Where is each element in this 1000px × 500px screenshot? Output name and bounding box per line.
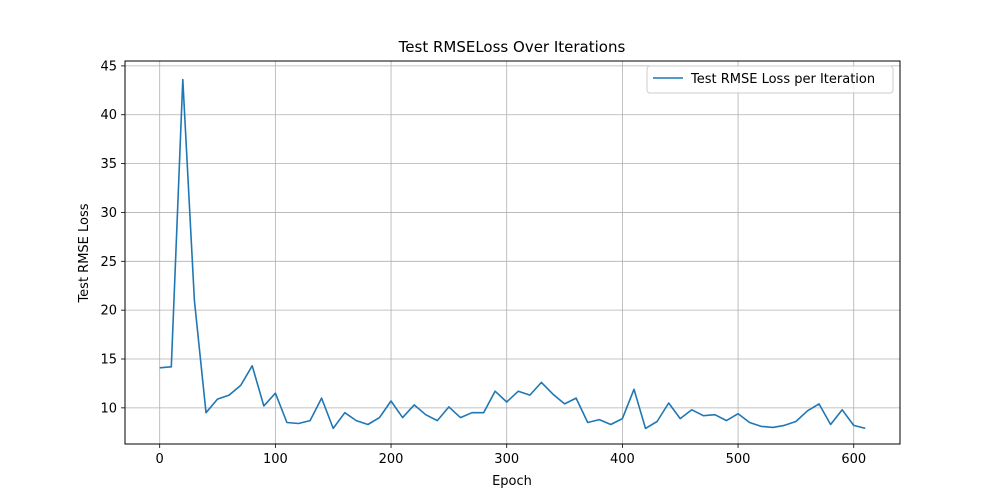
data-point: [633, 388, 635, 390]
data-point: [286, 422, 288, 424]
data-point: [703, 415, 705, 417]
data-point: [217, 398, 219, 400]
data-point: [506, 401, 508, 403]
x-axis-label: Epoch: [492, 474, 532, 489]
y-tick-label: 45: [100, 59, 117, 74]
data-point: [760, 426, 762, 428]
y-tick-label: 30: [100, 206, 117, 221]
data-point: [864, 428, 866, 430]
y-tick-label: 15: [100, 352, 117, 367]
chart-title: Test RMSELoss Over Iterations: [398, 38, 626, 56]
data-point: [807, 410, 809, 412]
data-point: [413, 404, 415, 406]
data-point: [448, 406, 450, 408]
x-tick-label: 200: [379, 452, 404, 467]
data-point: [460, 417, 462, 419]
data-point: [818, 403, 820, 405]
data-point: [552, 393, 554, 395]
data-point: [332, 428, 334, 430]
series-line-0: [159, 78, 866, 430]
x-tick-label: 400: [610, 452, 635, 467]
data-point: [436, 420, 438, 422]
x-tick-label: 500: [726, 452, 751, 467]
x-tick-label: 0: [156, 452, 164, 467]
data-point: [841, 409, 843, 411]
data-point: [390, 400, 392, 402]
y-axis-ticks: 10 15 20 25 30 35 40 45: [100, 59, 125, 416]
data-point: [483, 412, 485, 414]
y-tick-label: 20: [100, 304, 117, 319]
legend-label: Test RMSE Loss per Iteration: [690, 72, 875, 87]
data-point: [587, 422, 589, 424]
y-axis-label: Test RMSE Loss: [77, 203, 92, 303]
data-point: [622, 418, 624, 420]
data-point: [853, 425, 855, 427]
data-point: [321, 397, 323, 399]
data-point: [575, 397, 577, 399]
data-point: [367, 424, 369, 426]
data-point: [379, 417, 381, 419]
legend: Test RMSE Loss per Iteration: [646, 65, 894, 94]
data-point: [194, 300, 196, 302]
data-point: [564, 403, 566, 405]
data-point: [240, 385, 242, 387]
x-tick-label: 600: [841, 452, 866, 467]
data-point: [679, 418, 681, 420]
data-point: [795, 421, 797, 423]
data-point: [541, 382, 543, 384]
legend-box: [646, 65, 894, 94]
data-point: [263, 405, 265, 407]
data-point: [610, 424, 612, 426]
y-tick-label: 35: [100, 157, 117, 172]
data-point: [691, 409, 693, 411]
plot-frame: [124, 60, 901, 445]
data-point: [309, 420, 311, 422]
data-point: [159, 367, 161, 369]
data-point: [402, 417, 404, 419]
x-axis-ticks: 0 100 200 300 400 500 600: [156, 444, 866, 467]
data-point: [645, 428, 647, 430]
series-layer: [159, 78, 866, 430]
data-point: [228, 394, 230, 396]
data-point: [772, 427, 774, 429]
x-tick-label: 100: [263, 452, 288, 467]
y-tick-label: 10: [100, 401, 117, 416]
data-point: [182, 79, 184, 81]
data-point: [714, 414, 716, 416]
data-point: [471, 412, 473, 414]
data-point: [205, 412, 207, 414]
data-point: [170, 366, 172, 368]
data-point: [494, 390, 496, 392]
data-point: [529, 394, 531, 396]
y-tick-label: 40: [100, 108, 117, 123]
data-point: [830, 424, 832, 426]
data-point: [517, 390, 519, 392]
grid-lines: [125, 61, 900, 444]
data-point: [749, 422, 751, 424]
y-tick-label: 25: [100, 255, 117, 270]
data-point: [598, 419, 600, 421]
data-point: [344, 412, 346, 414]
data-point: [298, 423, 300, 425]
data-point: [783, 425, 785, 427]
data-point: [726, 420, 728, 422]
x-tick-label: 300: [494, 452, 519, 467]
data-point: [251, 365, 253, 367]
data-point: [737, 413, 739, 415]
data-point: [425, 414, 427, 416]
data-point: [275, 392, 277, 394]
data-point: [668, 402, 670, 404]
data-point: [355, 420, 357, 422]
data-point: [656, 421, 658, 423]
